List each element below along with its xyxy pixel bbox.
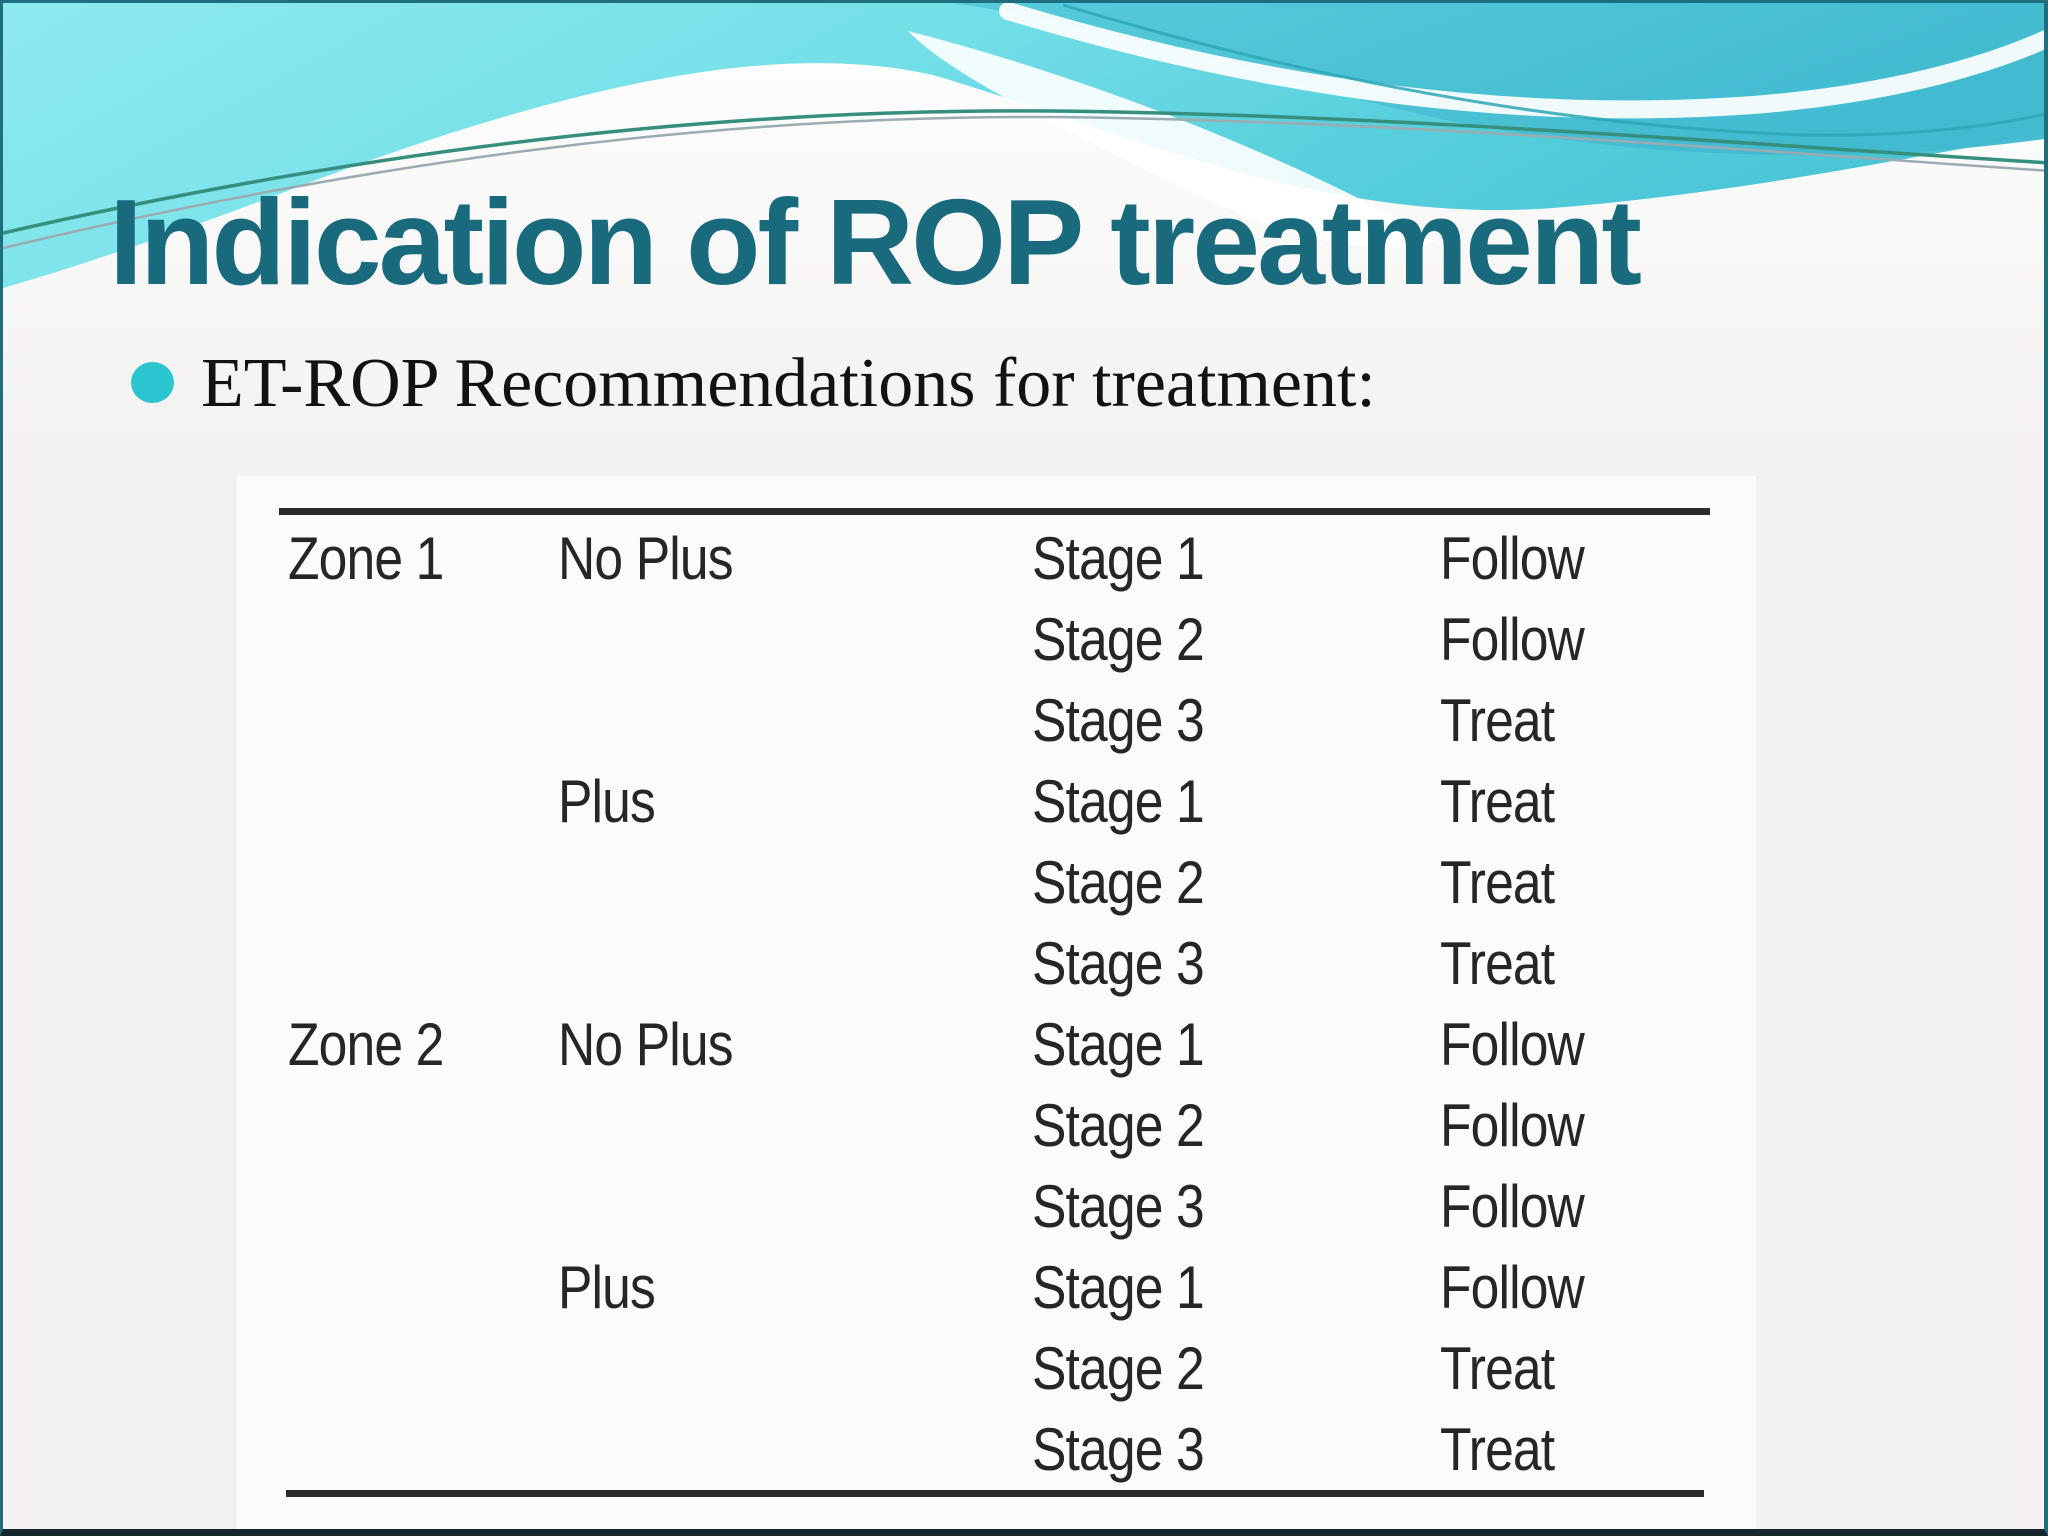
table-row: Stage 3 Treat bbox=[237, 680, 1756, 761]
table-cell-recommendation: Follow bbox=[1440, 1091, 1585, 1159]
bullet-line: ET-ROP Recommendations for treatment: bbox=[131, 345, 1376, 419]
table-cell-stage: Stage 2 bbox=[1032, 848, 1205, 916]
table-cell-recommendation: Treat bbox=[1440, 929, 1555, 997]
table-row: Stage 3 Follow bbox=[237, 1166, 1756, 1247]
table-cell-plus: Plus bbox=[558, 767, 656, 835]
table-row: Zone 1 No Plus Stage 1 Follow bbox=[237, 518, 1756, 599]
table-cell-recommendation: Treat bbox=[1440, 686, 1555, 754]
wave-thin-line-gray bbox=[3, 115, 2044, 250]
table-row: Plus Stage 1 Treat bbox=[237, 761, 1756, 842]
table-cell-stage: Stage 3 bbox=[1032, 686, 1205, 754]
table-cell-recommendation: Follow bbox=[1440, 1010, 1585, 1078]
table-row: Stage 3 Treat bbox=[237, 923, 1756, 1004]
table-cell-recommendation: Treat bbox=[1440, 1334, 1555, 1402]
treatment-table: Zone 1 No Plus Stage 1 Follow Stage 2 Fo… bbox=[237, 476, 1756, 1529]
table-bottom-rule bbox=[286, 1490, 1704, 1497]
wave-thin-line-teal bbox=[3, 109, 2044, 235]
table-cell-stage: Stage 2 bbox=[1032, 1334, 1205, 1402]
table-cell-stage: Stage 1 bbox=[1032, 1010, 1205, 1078]
table-cell-recommendation: Treat bbox=[1440, 848, 1555, 916]
table-cell-stage: Stage 2 bbox=[1032, 605, 1205, 673]
table-cell-stage: Stage 3 bbox=[1032, 929, 1205, 997]
table-cell-recommendation: Follow bbox=[1440, 605, 1585, 673]
table-cell-recommendation: Follow bbox=[1440, 1253, 1585, 1321]
wave-thin-line-cyan bbox=[1062, 3, 2044, 137]
table-cell-plus: Plus bbox=[558, 1253, 656, 1321]
table-rows: Zone 1 No Plus Stage 1 Follow Stage 2 Fo… bbox=[237, 518, 1756, 1490]
table-cell-zone: Zone 1 bbox=[288, 524, 444, 592]
table-row: Stage 2 Follow bbox=[237, 599, 1756, 680]
header-wave-graphic bbox=[3, 3, 2044, 443]
wave-white-streak-upper bbox=[999, 3, 2044, 119]
table-cell-plus: No Plus bbox=[558, 1010, 734, 1078]
table-cell-recommendation: Treat bbox=[1440, 767, 1555, 835]
table-top-rule bbox=[279, 508, 1710, 515]
table-row: Stage 2 Treat bbox=[237, 842, 1756, 923]
table-row: Stage 3 Treat bbox=[237, 1409, 1756, 1490]
table-cell-stage: Stage 3 bbox=[1032, 1415, 1205, 1483]
table-row: Stage 2 Follow bbox=[237, 1085, 1756, 1166]
table-row: Stage 2 Treat bbox=[237, 1328, 1756, 1409]
table-cell-zone: Zone 2 bbox=[288, 1010, 444, 1078]
table-cell-stage: Stage 1 bbox=[1032, 524, 1205, 592]
table-row: Plus Stage 1 Follow bbox=[237, 1247, 1756, 1328]
table-cell-stage: Stage 3 bbox=[1032, 1172, 1205, 1240]
table-cell-recommendation: Follow bbox=[1440, 524, 1585, 592]
table-cell-stage: Stage 2 bbox=[1032, 1091, 1205, 1159]
bullet-text: ET-ROP Recommendations for treatment: bbox=[201, 345, 1376, 422]
bullet-dot-icon bbox=[131, 361, 174, 403]
table-row: Zone 2 No Plus Stage 1 Follow bbox=[237, 1004, 1756, 1085]
table-cell-stage: Stage 1 bbox=[1032, 767, 1205, 835]
table-cell-recommendation: Treat bbox=[1440, 1415, 1555, 1483]
wave-white-streak-lower bbox=[908, 31, 1438, 248]
wave-dark-cyan-shape bbox=[953, 3, 2044, 156]
table-cell-stage: Stage 1 bbox=[1032, 1253, 1205, 1321]
table-cell-recommendation: Follow bbox=[1440, 1172, 1585, 1240]
table-cell-plus: No Plus bbox=[558, 524, 734, 592]
slide-title: Indication of ROP treatment bbox=[109, 174, 1642, 310]
